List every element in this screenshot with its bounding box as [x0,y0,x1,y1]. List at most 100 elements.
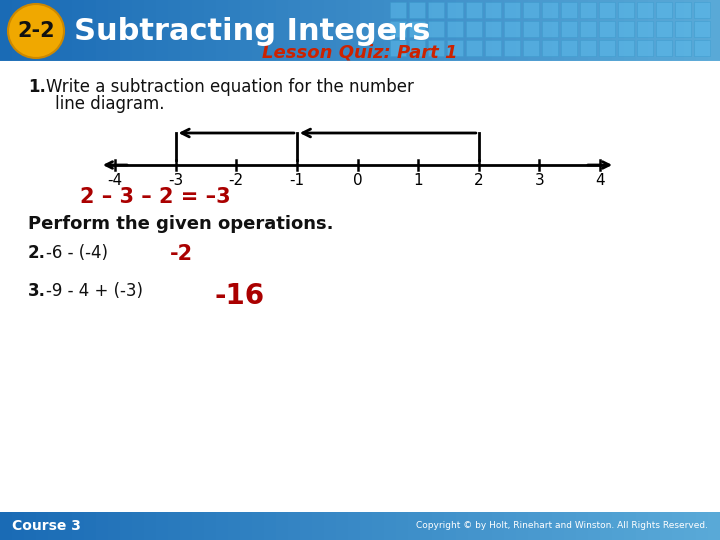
Bar [675,21,691,37]
Bar [618,2,634,18]
Bar [384,512,397,540]
Text: 2.: 2. [28,244,46,262]
Bar [444,0,457,62]
Bar [675,2,691,18]
Bar [542,2,558,18]
Bar [432,512,445,540]
Bar [48,0,61,62]
Text: -2: -2 [170,244,193,264]
Bar [492,512,505,540]
Bar [24,512,37,540]
Bar [694,2,710,18]
Bar [428,2,444,18]
Text: line diagram.: line diagram. [55,95,164,113]
Bar [168,512,181,540]
Bar [540,512,553,540]
Bar [542,40,558,56]
Text: 3: 3 [534,173,544,188]
Bar [264,0,277,62]
Bar [228,0,241,62]
Bar [324,0,337,62]
Bar [156,512,169,540]
Bar [447,21,463,37]
Bar [672,512,685,540]
Bar [684,0,697,62]
Bar [456,512,469,540]
Bar [192,0,205,62]
Bar [542,21,558,37]
Bar [599,21,615,37]
Bar [636,512,649,540]
Bar [336,512,349,540]
Bar [204,0,217,62]
Bar [228,512,241,540]
Bar [492,0,505,62]
Bar [466,21,482,37]
Bar [618,21,634,37]
Bar [0,512,13,540]
Bar [447,40,463,56]
Bar [523,40,539,56]
Bar [156,0,169,62]
Bar [300,0,313,62]
Bar [600,512,613,540]
Bar [240,512,253,540]
Bar [516,512,529,540]
Bar [564,0,577,62]
Bar [580,2,596,18]
Bar [561,21,577,37]
Bar [252,0,265,62]
Bar [409,2,425,18]
Bar [456,0,469,62]
Bar [599,2,615,18]
Bar [420,512,433,540]
Bar [312,0,325,62]
Bar [252,512,265,540]
Bar [96,0,109,62]
Bar [656,2,672,18]
Bar [480,0,493,62]
Bar [485,2,501,18]
Text: -3: -3 [168,173,184,188]
Bar [348,512,361,540]
Bar [660,0,673,62]
Bar [144,512,157,540]
Text: 1: 1 [413,173,423,188]
Bar [72,0,85,62]
Bar [580,21,596,37]
Bar [624,0,637,62]
Bar [60,0,73,62]
Bar [656,21,672,37]
Bar [561,40,577,56]
Bar [390,21,406,37]
Bar [288,0,301,62]
Bar [204,512,217,540]
Bar [504,2,520,18]
Bar [580,40,596,56]
Bar [0,0,13,62]
Bar [240,0,253,62]
Bar [36,0,49,62]
Bar [504,40,520,56]
Bar [360,512,373,540]
Text: -4: -4 [107,173,122,188]
Bar [120,512,133,540]
Bar [84,0,97,62]
Bar [276,512,289,540]
Bar [576,512,589,540]
Bar [708,0,720,62]
Bar [447,2,463,18]
Bar [523,21,539,37]
Bar [384,0,397,62]
Bar [12,0,25,62]
Bar [468,0,481,62]
Bar [648,512,661,540]
Bar [48,512,61,540]
Bar [24,0,37,62]
Bar [108,0,121,62]
Text: 1.: 1. [28,78,46,96]
Text: 3.: 3. [28,282,46,300]
Bar [348,0,361,62]
Bar [180,0,193,62]
Text: -1: -1 [289,173,305,188]
